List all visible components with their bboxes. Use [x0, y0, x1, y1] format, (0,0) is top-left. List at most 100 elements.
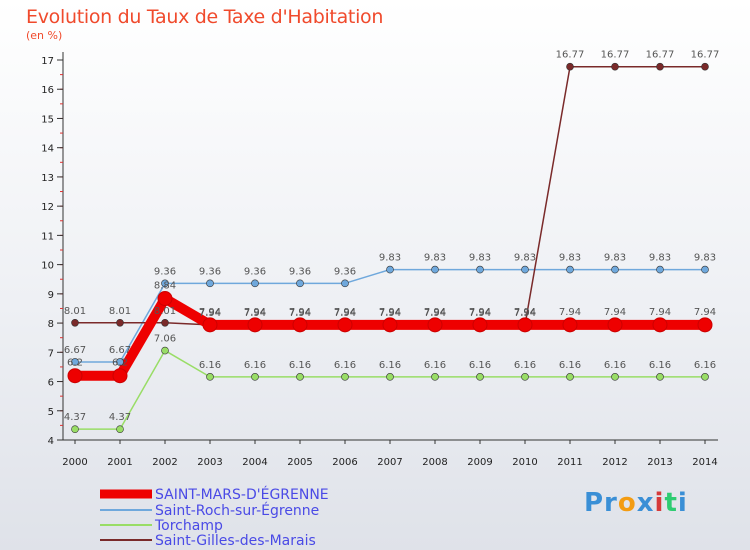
chart-title: Evolution du Taux de Taxe d'Habitation — [26, 6, 384, 28]
x-tick-label: 2009 — [467, 457, 492, 468]
data-point — [517, 317, 533, 333]
chart-subtitle: (en %) — [26, 29, 63, 42]
data-point — [476, 265, 484, 274]
y-tick-label: 11 — [41, 231, 54, 242]
data-label: 8.84 — [154, 281, 176, 292]
data-point — [701, 265, 709, 274]
data-label: 6.16 — [694, 360, 716, 371]
data-point — [116, 358, 124, 366]
data-label: 16.77 — [556, 50, 585, 61]
data-point — [521, 265, 529, 274]
data-point — [611, 373, 619, 381]
data-point — [656, 373, 664, 381]
y-tick-label: 16 — [41, 85, 54, 96]
data-label: 6.16 — [514, 360, 536, 371]
data-label: 9.36 — [199, 266, 221, 277]
x-tick-label: 2006 — [332, 457, 357, 468]
data-label: 6.16 — [244, 360, 266, 371]
data-label: 7.94 — [469, 308, 491, 319]
data-point — [431, 265, 439, 274]
data-label: 6.16 — [334, 360, 356, 371]
data-point — [701, 373, 709, 381]
data-label: 7.94 — [604, 307, 626, 318]
data-point — [566, 62, 574, 71]
data-label: 4.37 — [64, 412, 86, 423]
data-label: 4.37 — [109, 412, 131, 423]
data-point — [476, 373, 484, 381]
data-point — [566, 265, 574, 274]
data-point — [67, 368, 83, 384]
data-label: 7.94 — [559, 307, 581, 318]
logo-letter: i — [654, 488, 665, 518]
data-point — [251, 373, 259, 381]
data-point — [71, 425, 79, 433]
data-label: 6.16 — [559, 360, 581, 371]
data-label: 6.16 — [649, 360, 671, 371]
data-point — [341, 373, 349, 381]
data-label: 16.77 — [646, 50, 675, 61]
x-tick-label: 2011 — [557, 457, 582, 468]
data-point — [652, 317, 668, 333]
x-tick-label: 2001 — [107, 457, 132, 468]
data-point — [431, 373, 439, 381]
x-tick-label: 2013 — [647, 457, 672, 468]
y-tick-label: 12 — [41, 202, 54, 213]
data-point — [116, 425, 124, 433]
y-tick-label: 8 — [48, 319, 54, 330]
y-tick-label: 10 — [41, 261, 54, 272]
data-label: 6.16 — [199, 360, 221, 371]
data-label: 9.36 — [289, 266, 311, 277]
data-point — [472, 317, 488, 333]
data-label: 6.16 — [379, 360, 401, 371]
data-point — [161, 279, 169, 288]
data-point — [697, 317, 713, 333]
legend-label: Torchamp — [154, 518, 223, 534]
data-label: 7.94 — [469, 307, 491, 318]
legend-label: Saint-Roch-sur-Égrenne — [155, 502, 319, 519]
data-label: 7.94 — [514, 308, 536, 319]
data-point — [611, 62, 619, 71]
data-point — [71, 358, 79, 366]
data-point — [116, 318, 124, 327]
data-point — [296, 373, 304, 381]
data-point — [161, 318, 169, 327]
data-point — [206, 373, 214, 381]
data-point — [382, 317, 398, 333]
axes: 4 5 6 7 8 9 10 11 12 13 14 15 16 17 2000 2001 2002 2003 20… — [41, 52, 718, 468]
data-label: 6.16 — [604, 360, 626, 371]
data-point — [656, 265, 664, 274]
data-label: 9.83 — [604, 253, 626, 264]
data-point — [607, 317, 623, 333]
data-label: 7.06 — [154, 334, 176, 345]
data-point — [292, 317, 308, 333]
y-tick-label: 13 — [41, 173, 54, 184]
data-label: 7.94 — [379, 308, 401, 319]
x-tick-label: 2005 — [287, 457, 312, 468]
x-tick-label: 2007 — [377, 457, 402, 468]
data-point — [521, 373, 529, 381]
data-label: 7.94 — [694, 307, 716, 318]
logo-letter: t — [664, 488, 678, 518]
data-point — [251, 279, 259, 288]
logo-letter: i — [677, 488, 688, 518]
data-label: 6.2 — [67, 358, 83, 369]
data-point — [206, 279, 214, 288]
data-point — [656, 62, 664, 71]
data-label: 9.83 — [469, 253, 491, 264]
data-label: 9.36 — [334, 266, 356, 277]
x-tick-label: 2012 — [602, 457, 627, 468]
legend: SAINT-MARS-D'ÉGRENNESaint-Roch-sur-Égren… — [100, 486, 329, 549]
data-point — [161, 346, 169, 355]
x-tick-label: 2003 — [197, 457, 222, 468]
data-label: 6.16 — [289, 360, 311, 371]
y-tick-label: 9 — [48, 290, 54, 301]
data-label: 7.94 — [244, 308, 266, 319]
data-point — [427, 317, 443, 333]
data-label: 16.77 — [691, 50, 720, 61]
data-label: 6.67 — [109, 345, 131, 356]
data-label: 8.01 — [64, 306, 86, 317]
data-label: 7.94 — [514, 307, 536, 318]
data-label: 6.67 — [64, 345, 86, 356]
data-point — [566, 373, 574, 381]
